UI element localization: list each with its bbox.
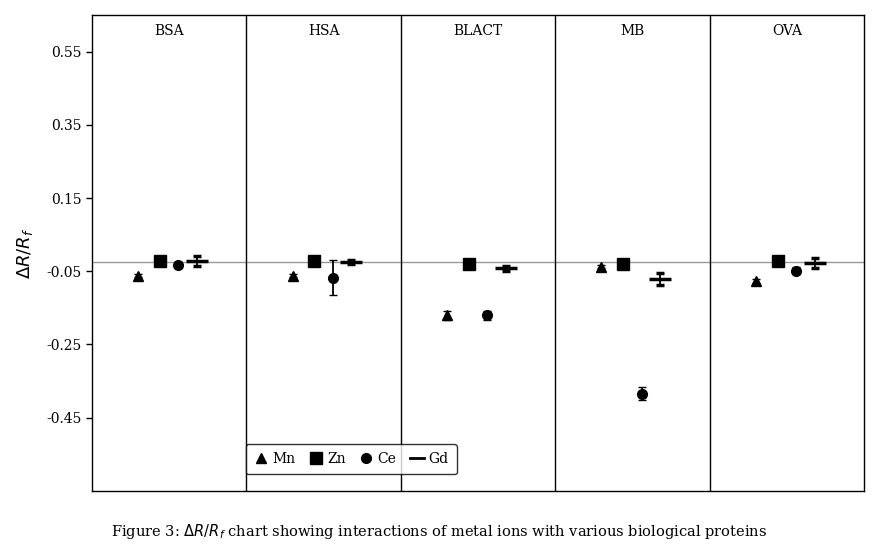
Text: MB: MB xyxy=(620,24,644,38)
Text: OVA: OVA xyxy=(771,24,801,38)
Text: HSA: HSA xyxy=(307,24,339,38)
Y-axis label: $\Delta R/R_f$: $\Delta R/R_f$ xyxy=(15,227,35,279)
Text: BLACT: BLACT xyxy=(453,24,502,38)
Legend: Mn, Zn, Ce, Gd: Mn, Zn, Ce, Gd xyxy=(245,444,457,474)
Text: Figure 3: $\Delta R/R_f$ chart showing interactions of metal ions with various b: Figure 3: $\Delta R/R_f$ chart showing i… xyxy=(112,522,766,541)
Text: BSA: BSA xyxy=(155,24,184,38)
